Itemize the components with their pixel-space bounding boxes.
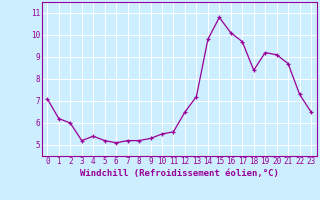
X-axis label: Windchill (Refroidissement éolien,°C): Windchill (Refroidissement éolien,°C) [80, 169, 279, 178]
